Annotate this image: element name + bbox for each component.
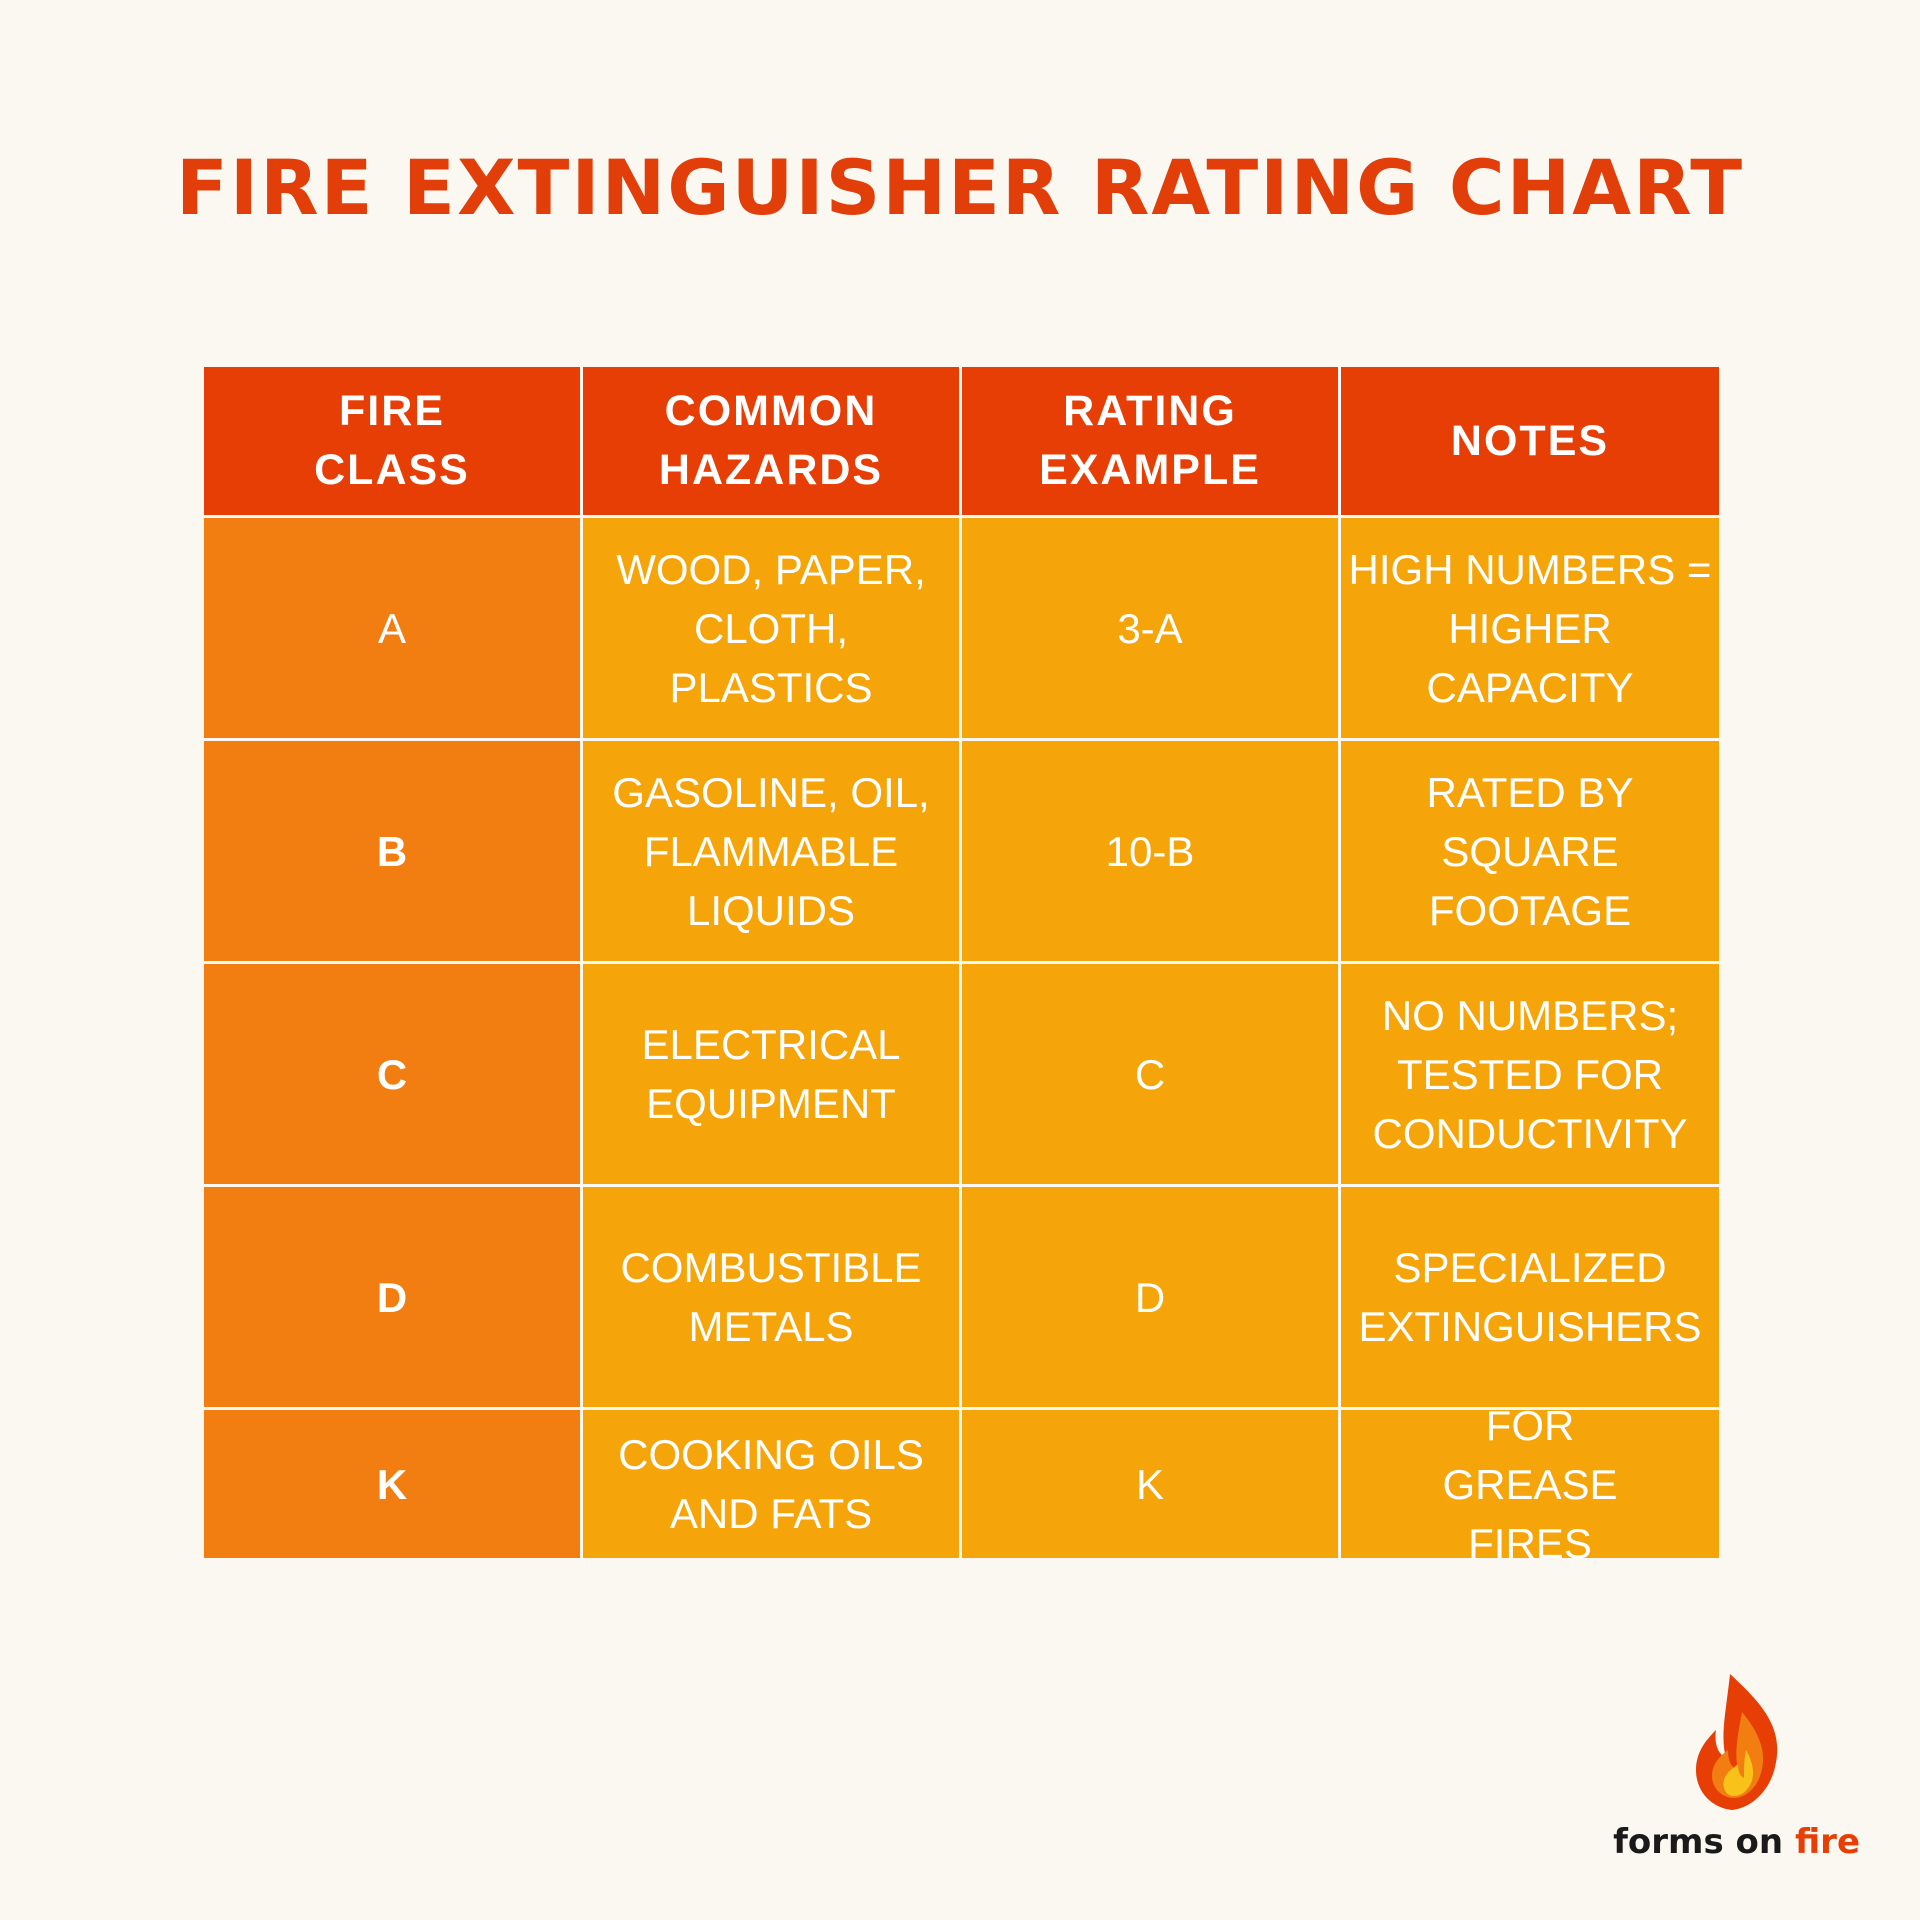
rating-cell: 10-B — [962, 741, 1338, 961]
hazards-cell: ELECTRICAL EQUIPMENT — [583, 964, 959, 1184]
header-rating-example: RATING EXAMPLE — [962, 367, 1338, 515]
notes-cell: FOR GREASE FIRES — [1341, 1402, 1719, 1567]
header-fire-class: FIRE CLASS — [204, 367, 580, 515]
rating-table: FIRE CLASS COMMON HAZARDS RATING EXAMPLE… — [204, 367, 1719, 1567]
fire-class-cell: C — [204, 964, 580, 1184]
notes-cell: NO NUMBERS; TESTED FOR CONDUCTIVITY — [1341, 964, 1719, 1184]
hazards-cell: COMBUSTIBLE METALS — [583, 1187, 959, 1407]
header-common-hazards: COMMON HAZARDS — [583, 367, 959, 515]
hazards-cell: WOOD, PAPER, CLOTH, PLASTICS — [583, 518, 959, 738]
rating-cell: K — [962, 1410, 1338, 1558]
logo-text: forms on fire — [1600, 1822, 1860, 1862]
fire-class-cell: K — [204, 1410, 580, 1558]
flame-icon — [1696, 1674, 1778, 1810]
page-title: FIRE EXTINGUISHER RATING CHART — [175, 143, 1745, 232]
header-notes: NOTES — [1341, 367, 1719, 515]
notes-cell: RATED BY SQUARE FOOTAGE — [1341, 741, 1719, 961]
fire-class-cell: B — [204, 741, 580, 961]
notes-cell: HIGH NUMBERS = HIGHER CAPACITY — [1341, 518, 1719, 738]
logo-text-part2: fire — [1794, 1822, 1860, 1862]
logo-text-part1: forms on — [1613, 1822, 1795, 1862]
rating-cell: C — [962, 964, 1338, 1184]
hazards-cell: GASOLINE, OIL, FLAMMABLE LIQUIDS — [583, 741, 959, 961]
rating-cell: D — [962, 1187, 1338, 1407]
notes-cell: SPECIALIZED EXTINGUISHERS — [1341, 1187, 1719, 1407]
brand-logo: forms on fire — [1600, 1672, 1900, 1892]
fire-class-cell: A — [204, 518, 580, 738]
fire-class-cell: D — [204, 1187, 580, 1407]
rating-cell: 3-A — [962, 518, 1338, 738]
hazards-cell: COOKING OILS AND FATS — [583, 1410, 959, 1558]
